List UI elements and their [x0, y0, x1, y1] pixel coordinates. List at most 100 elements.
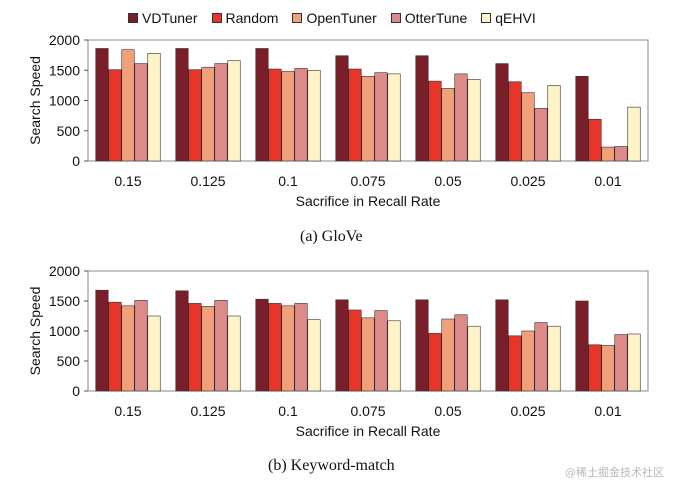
bar-vdtuner: [335, 299, 349, 392]
bar-random: [348, 68, 362, 162]
bar-vdtuner: [95, 48, 109, 162]
bar-random: [508, 335, 522, 392]
bar-ottertune: [614, 146, 628, 162]
bar-ottertune: [214, 63, 228, 162]
x-tick-label: 0.01: [594, 173, 621, 189]
bar-qehvi: [147, 315, 161, 392]
bar-random: [188, 69, 202, 162]
bar-vdtuner: [495, 299, 509, 392]
bar-qehvi: [467, 325, 481, 392]
bar-vdtuner: [575, 76, 589, 162]
bar-random: [188, 303, 202, 392]
x-tick-label: 0.075: [350, 403, 385, 419]
bar-opentuner: [201, 66, 215, 162]
legend-label: VDTuner: [142, 10, 198, 26]
bar-qehvi: [147, 53, 161, 162]
bar-opentuner: [521, 92, 535, 162]
bar-random: [268, 303, 282, 392]
legend-swatch: [390, 13, 401, 23]
legend-label: Random: [225, 10, 279, 26]
y-tick-label: 500: [57, 123, 81, 139]
bar-random: [108, 301, 122, 392]
bar-ottertune: [134, 300, 148, 392]
bar-opentuner: [201, 306, 215, 392]
bar-qehvi: [307, 69, 321, 162]
legend-item-ottertune: OtterTune: [390, 10, 468, 26]
bar-random: [428, 333, 442, 392]
legend-item-random: Random: [211, 10, 279, 26]
legend-item-qehvi: qEHVI: [481, 10, 536, 26]
y-tick-label: 1000: [49, 323, 80, 339]
legend-item-vdtuner: VDTuner: [128, 10, 198, 26]
bar-ottertune: [294, 303, 308, 392]
legend-swatch: [481, 13, 492, 23]
legend-label: OpenTuner: [306, 10, 377, 26]
bar-ottertune: [454, 314, 468, 392]
bar-opentuner: [281, 305, 295, 392]
y-tick-label: 0: [72, 153, 80, 169]
chart-glove: 0 500 1000 1500 2000 Search Speed 0.15 0.125 0.1…: [27, 32, 649, 209]
y-tick-label: 1500: [49, 62, 80, 78]
bar-qehvi: [387, 73, 401, 162]
legend-label: OtterTune: [404, 10, 468, 26]
bar-qehvi: [387, 320, 401, 392]
bar-vdtuner: [495, 63, 509, 162]
x-tick-label: 0.15: [114, 173, 141, 189]
bar-opentuner: [121, 305, 135, 392]
bar-vdtuner: [575, 300, 589, 392]
bar-vdtuner: [175, 48, 189, 162]
bar-qehvi: [547, 85, 561, 162]
bar-ottertune: [614, 334, 628, 392]
bar-vdtuner: [335, 55, 349, 162]
x-axis-label: Sacrifice in Recall Rate: [296, 423, 441, 439]
bar-qehvi: [307, 319, 321, 392]
legend-swatch: [292, 13, 303, 23]
x-tick-label: 0.1: [278, 173, 298, 189]
y-tick-label: 2000: [49, 263, 80, 279]
bar-vdtuner: [255, 298, 269, 392]
bar-random: [268, 68, 282, 162]
bar-ottertune: [294, 68, 308, 162]
bar-vdtuner: [415, 299, 429, 392]
bar-opentuner: [601, 345, 615, 392]
bar-random: [348, 309, 362, 392]
bar-opentuner: [441, 88, 455, 162]
chart-keyword-match: 0 500 1000 1500 2000 Search Speed 0.15 0.125 0.1…: [27, 263, 649, 439]
bar-opentuner: [361, 317, 375, 392]
bar-ottertune: [374, 310, 388, 392]
bar-vdtuner: [415, 55, 429, 162]
bar-qehvi: [627, 333, 641, 392]
watermark: @稀土掘金技术社区: [565, 466, 664, 479]
bar-ottertune: [214, 300, 228, 392]
bar-opentuner: [121, 49, 135, 162]
y-tick-label: 1000: [49, 93, 80, 109]
x-tick-label: 0.1: [278, 403, 298, 419]
bar-opentuner: [441, 318, 455, 392]
legend-swatch: [211, 13, 222, 23]
bar-vdtuner: [255, 48, 269, 162]
caption-a: (a) GloVe: [300, 228, 363, 245]
x-tick-label: 0.15: [114, 403, 141, 419]
bar-random: [428, 80, 442, 162]
y-tick-label: 0: [72, 383, 80, 399]
bar-ottertune: [374, 72, 388, 162]
caption-b: (b) Keyword-match: [268, 457, 395, 474]
bar-qehvi: [227, 315, 241, 392]
bar-ottertune: [534, 108, 548, 162]
bar-vdtuner: [95, 289, 109, 392]
bar-qehvi: [467, 79, 481, 162]
bar-random: [508, 81, 522, 162]
bar-qehvi: [627, 106, 641, 162]
bar-opentuner: [601, 146, 615, 162]
bar-opentuner: [521, 330, 535, 392]
legend-label: qEHVI: [495, 10, 536, 26]
x-tick-label: 0.01: [594, 403, 621, 419]
bar-opentuner: [361, 76, 375, 162]
x-tick-label: 0.025: [510, 403, 545, 419]
bar-ottertune: [134, 63, 148, 162]
y-axis-label: Search Speed: [27, 287, 43, 376]
y-tick-label: 2000: [49, 32, 80, 48]
x-tick-label: 0.125: [190, 403, 225, 419]
bar-vdtuner: [175, 290, 189, 392]
